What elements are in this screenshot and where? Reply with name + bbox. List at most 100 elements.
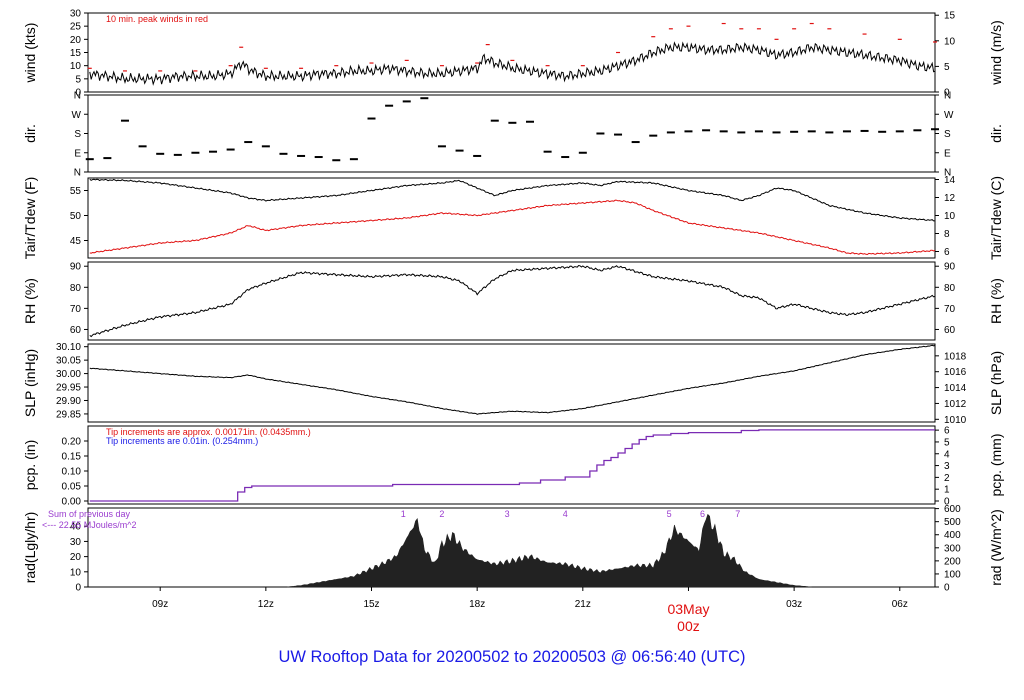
time-axis-tick-label: 15z	[363, 599, 379, 610]
panel-wind-left-tick-label: 5	[75, 74, 81, 85]
wind-peak-annotation: 10 min. peak winds in red	[106, 14, 208, 24]
rad-peak-marker: 1	[401, 509, 406, 519]
panel-slp-right-tick-label: 1018	[944, 351, 967, 362]
panel-dir-right-label: dir.	[988, 124, 1004, 143]
panel-rad-left-tick-label: 0	[75, 583, 81, 594]
panel-wind-right-tick-label: 15	[944, 11, 956, 22]
rad-peak-marker: 5	[667, 509, 672, 519]
panel-pcp-left-tick-label: 0.10	[62, 467, 82, 478]
panel-pcp-left-tick-label: 0.00	[62, 497, 82, 508]
panel-pcp-right-tick-label: 6	[944, 426, 950, 437]
panel-temp-right-label: Tair/Tdew (C)	[988, 176, 1004, 260]
time-axis-date-sublabel: 00z	[677, 618, 700, 634]
panel-dir-left-tick-label: W	[72, 110, 82, 121]
panel-pcp-left-tick-label: 0.20	[62, 437, 82, 448]
panel-rad-right-tick-label: 0	[944, 583, 950, 594]
panel-rh-right-label: RH (%)	[988, 278, 1004, 324]
figure-footer-title: UW Rooftop Data for 20200502 to 20200503…	[278, 648, 746, 666]
panel-rad-left-tick-label: 20	[70, 552, 82, 563]
panel-slp-right-tick-label: 1016	[944, 367, 967, 378]
panel-temp-frame	[87, 177, 936, 259]
panel-temp-series-air_temp	[89, 178, 935, 222]
panel-temp-left-tick-label: 45	[70, 236, 82, 247]
panel-slp-frame	[87, 343, 936, 423]
panel-rad-right-tick-label: 600	[944, 504, 961, 515]
panel-rh-left-tick-label: 90	[70, 262, 82, 273]
time-axis-tick-label: 21z	[575, 599, 591, 610]
panel-rad-left-tick-label: 40	[70, 522, 82, 533]
panel-wind-right-label: wind (m/s)	[988, 20, 1004, 86]
panel-wind-left-tick-label: 0	[75, 88, 81, 99]
panel-dir-left-tick-label: E	[74, 148, 81, 159]
panel-pcp-left-tick-label: 0.15	[62, 452, 82, 463]
panel-pcp-right-label: pcp. (mm)	[988, 434, 1004, 497]
time-axis-tick-label: 06z	[892, 599, 908, 610]
panel-wind-left-label: wind (kts)	[22, 23, 38, 84]
panel-dir-left-tick-label: S	[74, 129, 81, 140]
panel-wind-right-tick-label: 10	[944, 36, 956, 47]
panel-slp-left-tick-label: 30.10	[56, 342, 81, 353]
panel-rad-right-tick-label: 200	[944, 556, 961, 567]
panel-pcp-right-tick-label: 0	[944, 497, 950, 508]
panel-rh-right-tick-label: 70	[944, 304, 956, 315]
panel-wind-left-tick-label: 20	[70, 35, 82, 46]
panel-wind-right-tick-label: 5	[944, 62, 950, 73]
panel-rad-right-label: rad (W/m^2)	[988, 509, 1004, 586]
panel-temp-left-tick-label: 55	[70, 186, 82, 197]
panel-dir-right-tick-label: N	[944, 91, 951, 102]
panel-temp-right-tick-label: 14	[944, 175, 956, 186]
panel-temp-right-tick-label: 10	[944, 211, 956, 222]
time-axis-date-label: 03May	[667, 601, 709, 617]
panel-rad-right-tick-label: 100	[944, 569, 961, 580]
panel-dir-right-tick-label: N	[944, 168, 951, 179]
panel-rh-series-relative_humidity	[89, 264, 936, 338]
panel-pcp-left-label: pcp. (in)	[22, 440, 38, 491]
panel-pcp-right-tick-label: 5	[944, 437, 950, 448]
panel-rh-right-tick-label: 80	[944, 283, 956, 294]
panel-temp-right-tick-label: 12	[944, 193, 956, 204]
panel-pcp-right-tick-label: 1	[944, 485, 950, 496]
panel-slp-series-sea_level_pressure	[89, 344, 936, 415]
panel-dir-left-label: dir.	[22, 124, 38, 143]
panel-pcp-right-tick-label: 2	[944, 473, 950, 484]
panel-rad-right-tick-label: 500	[944, 517, 961, 528]
panel-wind-left-tick-label: 10	[70, 61, 82, 72]
rad-peak-marker: 2	[439, 509, 444, 519]
pcp-tip-annotation-1: Tip increments are approx. 0.00171in. (0…	[106, 427, 311, 437]
panel-slp-right-tick-label: 1014	[944, 383, 967, 394]
panel-pcp-left-tick-label: 0.05	[62, 482, 82, 493]
panel-dir-right-tick-label: S	[944, 129, 951, 140]
panel-rh-frame	[87, 261, 936, 341]
panel-slp-right-tick-label: 1012	[944, 399, 967, 410]
panel-temp-right-tick-label: 6	[944, 247, 950, 258]
panel-slp-left-tick-label: 29.90	[56, 396, 81, 407]
panel-temp-right-tick-label: 8	[944, 229, 950, 240]
panel-rad-right-tick-label: 400	[944, 530, 961, 541]
panel-rad-series-solar_radiation	[286, 513, 812, 588]
panel-dir-left-tick-label: N	[74, 91, 81, 102]
panel-rh-right-tick-label: 90	[944, 262, 956, 273]
rad-peak-marker: 3	[505, 509, 510, 519]
panel-rh-left-tick-label: 80	[70, 283, 82, 294]
panel-dir-right-tick-label: E	[944, 148, 951, 159]
rad-peak-marker: 6	[700, 509, 705, 519]
time-axis-tick-label: 18z	[469, 599, 485, 610]
panel-temp-left-tick-label: 50	[70, 211, 82, 222]
panel-rh-right-tick-label: 60	[944, 325, 956, 336]
panel-wind-series-speed	[89, 41, 936, 86]
rad-sum-annotation-2: <--- 22.55 MJoules/m^2	[42, 520, 137, 530]
panel-wind-right-tick-label: 0	[944, 88, 950, 99]
rad-sum-annotation-1: Sum of previous day	[48, 509, 131, 519]
panel-rh-left-label: RH (%)	[22, 278, 38, 324]
time-axis-tick-label: 03z	[786, 599, 802, 610]
panel-slp-left-label: SLP (inHg)	[22, 349, 38, 417]
time-axis-tick-label: 12z	[258, 599, 274, 610]
rad-peak-marker: 4	[563, 509, 568, 519]
panel-temp-left-label: Tair/Tdew (F)	[22, 177, 38, 259]
panel-pcp-right-tick-label: 4	[944, 449, 950, 460]
panel-pcp-frame	[87, 425, 936, 505]
panel-rh-left-tick-label: 60	[70, 325, 82, 336]
rad-peak-marker: 7	[735, 509, 740, 519]
panel-rh-left-tick-label: 70	[70, 304, 82, 315]
